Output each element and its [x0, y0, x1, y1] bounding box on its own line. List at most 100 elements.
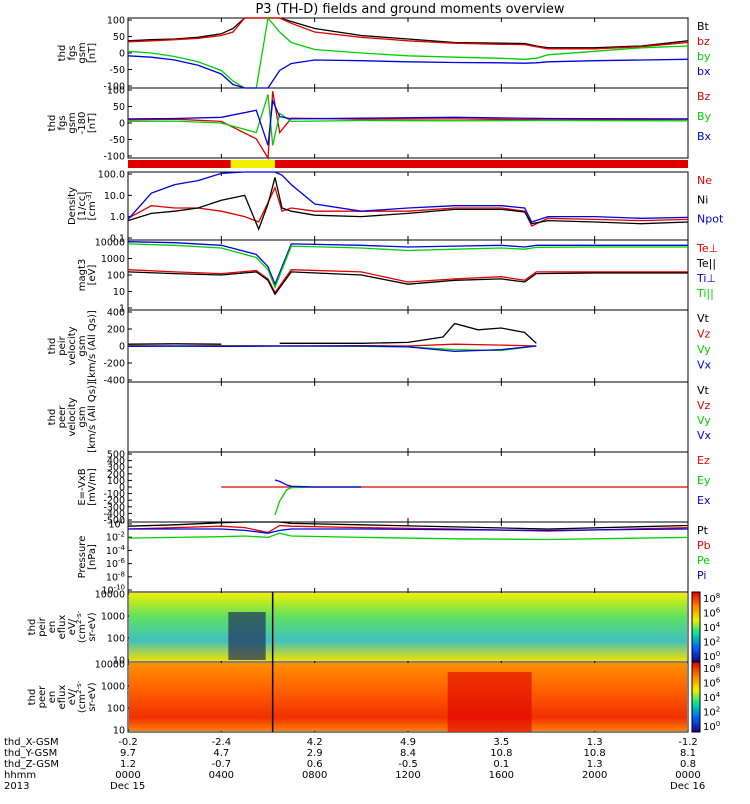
x-axis-tick-value: -1.2	[678, 737, 698, 748]
y-axis-label: en	[47, 621, 58, 634]
x-axis-row-label: thd_Y-GSM	[4, 748, 57, 759]
legend-entry: Te||	[696, 257, 716, 270]
colorbar-tick-label: 108	[703, 662, 720, 675]
legend-entry: bx	[697, 65, 711, 78]
y-tick-label: 200	[107, 469, 125, 480]
colorbar	[691, 661, 701, 733]
x-axis-tick-value: 0.6	[307, 759, 323, 770]
x-axis-tick-value: 1200	[395, 770, 420, 781]
y-tick-label: -400	[103, 509, 125, 520]
x-axis-tick-value: Dec 15	[110, 781, 145, 792]
series-line	[127, 16, 689, 89]
legend-entry: Ti⊥	[696, 272, 716, 285]
plot-title: P3 (TH-D) fields and ground moments over…	[255, 2, 564, 17]
y-axis-label: Pressure	[77, 536, 88, 579]
x-axis-tick-value: 4.9	[400, 737, 416, 748]
legend-entry: bz	[697, 35, 710, 48]
legend-entry: Pt	[697, 524, 709, 537]
x-axis-tick-value: 1.3	[587, 759, 603, 770]
y-tick-label: 1000	[101, 612, 125, 623]
x-axis-row-label: hhmm	[4, 770, 36, 781]
legend-entry: Ne	[697, 174, 712, 187]
y-tick-label: 10	[113, 726, 125, 737]
x-axis-tick-value: 10.8	[490, 748, 512, 759]
y-tick-label: 100	[107, 704, 125, 715]
series-line	[127, 55, 689, 89]
y-axis-label: fgs	[67, 45, 78, 60]
legend-entry: Bt	[697, 20, 710, 33]
spectrogram	[129, 663, 687, 731]
y-tick-label: -400	[103, 376, 125, 387]
y-axis-label: peir	[57, 335, 68, 355]
x-axis-tick-value: 4.2	[307, 737, 323, 748]
x-axis-tick-value: 1.3	[587, 737, 603, 748]
y-axis-label: peer	[57, 405, 68, 429]
y-axis-label: sr-eV)	[87, 612, 98, 641]
y-axis-label: [km/s (All Qs)]	[87, 310, 98, 382]
series-line	[127, 17, 689, 49]
y-axis-label: gsm	[77, 406, 88, 427]
series-line	[127, 98, 689, 146]
series-line	[274, 479, 362, 488]
legend-entry: Ex	[697, 494, 711, 507]
y-tick-label: 10000	[95, 590, 125, 601]
legend-entry: Vy	[697, 414, 711, 427]
y-axis-label: eV/	[67, 618, 78, 635]
series-line	[127, 271, 688, 296]
x-axis-tick-value: 8.1	[680, 748, 696, 759]
y-tick-label: 1000	[101, 682, 125, 693]
y-tick-label: 10	[113, 287, 125, 298]
y-axis-label: [cm-3]	[85, 191, 98, 220]
spectrogram-feature	[447, 672, 532, 732]
series-line	[274, 486, 362, 516]
spectrogram-feature	[228, 612, 266, 660]
legend-entry: Vx	[697, 359, 712, 372]
series-line	[128, 528, 689, 534]
legend-entry: Ey	[697, 474, 711, 487]
y-tick-label: 0	[119, 483, 125, 494]
x-axis-tick-value: 3.5	[493, 737, 509, 748]
legend-entry: Ni	[697, 193, 708, 206]
legend-entry: Pb	[697, 539, 711, 552]
legend-entry: Npot	[697, 213, 724, 226]
legend-entry: Bz	[697, 90, 711, 103]
y-tick-label: 10000	[95, 660, 125, 671]
legend-entry: Vx	[697, 429, 712, 442]
y-tick-label: 10-8	[106, 570, 125, 583]
x-axis-tick-value: 8.4	[400, 748, 416, 759]
y-tick-label: 1	[119, 304, 125, 315]
y-tick-label: -50	[109, 65, 125, 76]
series-line	[127, 94, 689, 146]
x-axis-tick-value: -0.5	[398, 759, 418, 770]
x-axis-row-label: thd_Z-GSM	[4, 759, 59, 770]
y-axis-label: [mV/m]	[87, 468, 98, 506]
legend-entry: Ti||	[696, 287, 714, 300]
x-axis-tick-value: -2.4	[212, 737, 232, 748]
y-tick-label: 100.0	[98, 170, 125, 181]
y-axis-label: thd	[27, 619, 38, 636]
panel-frame	[127, 17, 689, 89]
y-tick-label: 10-4	[106, 544, 126, 557]
y-tick-label: 10.0	[104, 191, 125, 202]
y-tick-label: 10000	[95, 238, 125, 249]
y-axis-label: gsm	[77, 335, 88, 356]
y-axis-label: velocity	[67, 397, 78, 436]
x-axis-tick-value: 0800	[302, 770, 327, 781]
y-axis-label: [nT]	[87, 113, 98, 133]
y-tick-label: 50	[113, 102, 125, 113]
y-axis-label: Density	[67, 187, 78, 225]
y-tick-label: -300	[103, 502, 125, 513]
y-axis-label: velocity	[67, 326, 78, 365]
series-line	[127, 532, 689, 541]
legend-entry: Vt	[697, 384, 710, 397]
series-line	[127, 269, 688, 294]
x-axis-tick-value: 2000	[582, 770, 607, 781]
legend-entry: Te⊥	[696, 242, 718, 255]
y-tick-label: 0	[119, 49, 125, 60]
y-tick-label: -100	[103, 82, 125, 93]
y-axis-label: sr-eV)	[87, 682, 98, 711]
y-tick-label: 0	[119, 342, 125, 353]
x-axis-tick-value: -0.7	[212, 759, 232, 770]
legend-entry: Pe	[697, 554, 710, 567]
